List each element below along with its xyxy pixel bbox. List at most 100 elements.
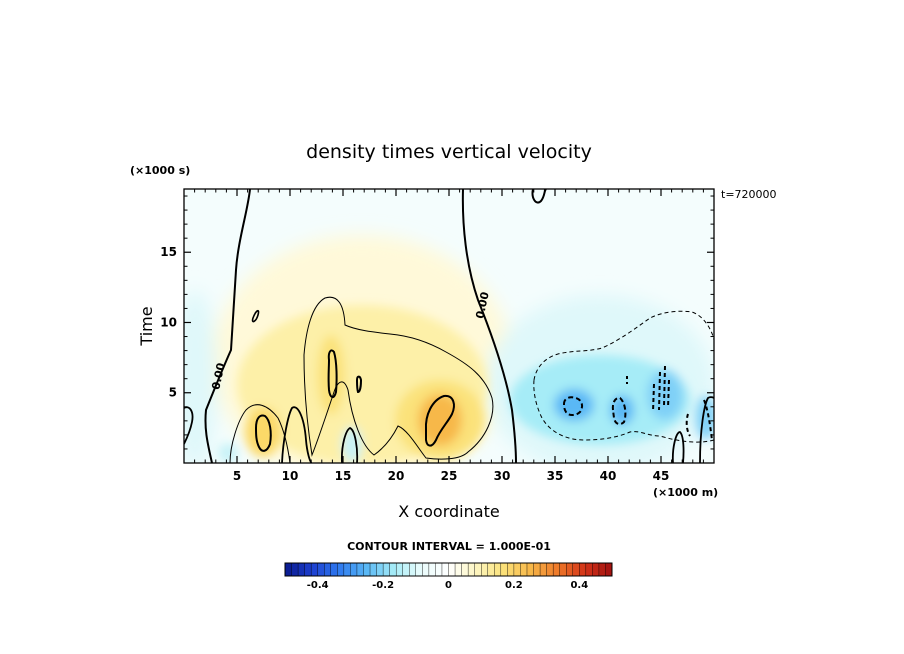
- colorbar-tick-label: 0.2: [505, 580, 523, 591]
- colorbar-cell: [513, 562, 521, 577]
- x-tick-label: 15: [335, 469, 352, 483]
- contour-label-right: 0.00: [473, 290, 491, 320]
- field-core-layer: [218, 305, 714, 463]
- colorbar-cell: [500, 562, 508, 577]
- colorbar-cell: [454, 562, 463, 577]
- colorbar-cell: [598, 562, 606, 577]
- x-axis-unit: (×1000 m): [653, 486, 718, 499]
- axis-ticks: [184, 189, 714, 463]
- y-axis-label: Time: [137, 306, 156, 346]
- colorbar-cell: [317, 562, 325, 577]
- y-tick-labels: 5 10 15: [160, 245, 177, 400]
- colorbar-cell: [494, 562, 502, 577]
- colorbar-tick-label: 0.4: [570, 580, 588, 591]
- x-axis-label: X coordinate: [398, 502, 499, 521]
- zero-contour-lobe-a: [281, 406, 313, 463]
- zero-contour-right: [461, 189, 517, 463]
- colorbar-cell: [520, 562, 528, 577]
- negative-contour-0p2-a: [562, 396, 584, 416]
- x-tick-label: 10: [282, 469, 299, 483]
- contour-interval: CONTOUR INTERVAL = 1.000E-01: [347, 540, 551, 553]
- x-tick-label: 25: [441, 469, 458, 483]
- colorbar-cell: [435, 562, 443, 577]
- colorbar-cell: [533, 562, 541, 577]
- colorbar-cell: [310, 562, 319, 577]
- colorbar-cell: [487, 562, 495, 577]
- colorbar-cell: [389, 562, 397, 577]
- negative-streak-d: [667, 379, 670, 409]
- colorbar-cell: [441, 562, 449, 577]
- colorbar-cell: [572, 562, 580, 577]
- colorbar-tick-label: -0.2: [372, 580, 394, 591]
- colorbar-cell: [369, 562, 378, 577]
- zero-contour-lobe-c: [671, 431, 685, 463]
- y-tick-label: 10: [160, 315, 177, 329]
- positive-contour-lower-left: [229, 404, 291, 463]
- colorbar-cell: [448, 562, 456, 577]
- colorbar-cell: [566, 562, 574, 577]
- colorbar: [284, 562, 613, 577]
- positive-contour-0p2-left: [254, 414, 272, 452]
- negative-contour-0p2-b: [611, 396, 627, 426]
- x-tick-label: 45: [653, 469, 670, 483]
- zero-contour-islet: [251, 309, 260, 323]
- colorbar-cell: [291, 562, 299, 577]
- colorbar-cell: [605, 562, 613, 577]
- colorbar-cell: [579, 562, 587, 577]
- positive-contour-0p2-mid: [327, 349, 338, 398]
- negative-contour-0p1: [533, 310, 714, 443]
- colorbar-cell: [356, 562, 364, 577]
- colorbar-cell: [409, 562, 417, 577]
- x-tick-label: 40: [600, 469, 617, 483]
- x-tick-label: 30: [494, 469, 511, 483]
- colorbar-cell: [467, 562, 476, 577]
- positive-contour-0p2-right: [424, 394, 455, 447]
- negative-streak-g: [703, 399, 713, 441]
- time-stamp: t=720000: [721, 188, 777, 201]
- shaded-field: [184, 189, 714, 463]
- colorbar-cell: [324, 562, 332, 577]
- colorbar-cell: [337, 562, 345, 577]
- positive-contour-0p1: [303, 296, 494, 460]
- zero-contour-lobe-b: [340, 427, 359, 463]
- contour-label-left: 0.00: [209, 361, 227, 391]
- colorbar-cell: [330, 562, 338, 577]
- colorbar-cell: [343, 562, 351, 577]
- x-tick-labels: 5 10 15 20 25 30 35 40 45: [233, 469, 670, 483]
- colorbar-cell: [585, 562, 593, 577]
- colorbar-frame: [284, 562, 613, 577]
- colorbar-cell: [539, 562, 548, 577]
- colorbar-cell: [592, 562, 600, 577]
- colorbar-cell: [402, 562, 410, 577]
- colorbar-cell: [552, 562, 561, 577]
- colorbar-cell: [350, 562, 358, 577]
- colorbar-cell: [474, 562, 482, 577]
- colorbar-cell: [559, 562, 567, 577]
- chart-title: density times vertical velocity: [306, 141, 592, 163]
- zero-contour-edge-left: [184, 406, 194, 445]
- colorbar-cell: [284, 562, 293, 577]
- colorbar-cell: [461, 562, 469, 577]
- positive-contour-0p2-small: [355, 375, 363, 394]
- negative-streak-f: [685, 413, 691, 437]
- negative-streak-a: [658, 371, 661, 411]
- y-axis-unit: (×1000 s): [130, 164, 190, 177]
- colorbar-cell: [526, 562, 535, 577]
- x-tick-label: 20: [388, 469, 405, 483]
- colorbar-cell: [507, 562, 515, 577]
- zero-contour-edge-right: [699, 396, 714, 463]
- colorbar-cell: [376, 562, 384, 577]
- colorbar-cell: [546, 562, 554, 577]
- x-tick-label: 5: [233, 469, 241, 483]
- colorbar-cell: [481, 562, 489, 577]
- colorbar-cell: [297, 562, 306, 577]
- y-tick-label: 5: [169, 386, 177, 400]
- x-tick-label: 35: [547, 469, 564, 483]
- colorbar-cell: [422, 562, 430, 577]
- colorbar-cell: [428, 562, 436, 577]
- colorbar-cell: [304, 562, 312, 577]
- colorbar-cell: [395, 562, 404, 577]
- zero-contour-left: [204, 189, 251, 463]
- colorbar-tick-label: 0: [445, 580, 452, 591]
